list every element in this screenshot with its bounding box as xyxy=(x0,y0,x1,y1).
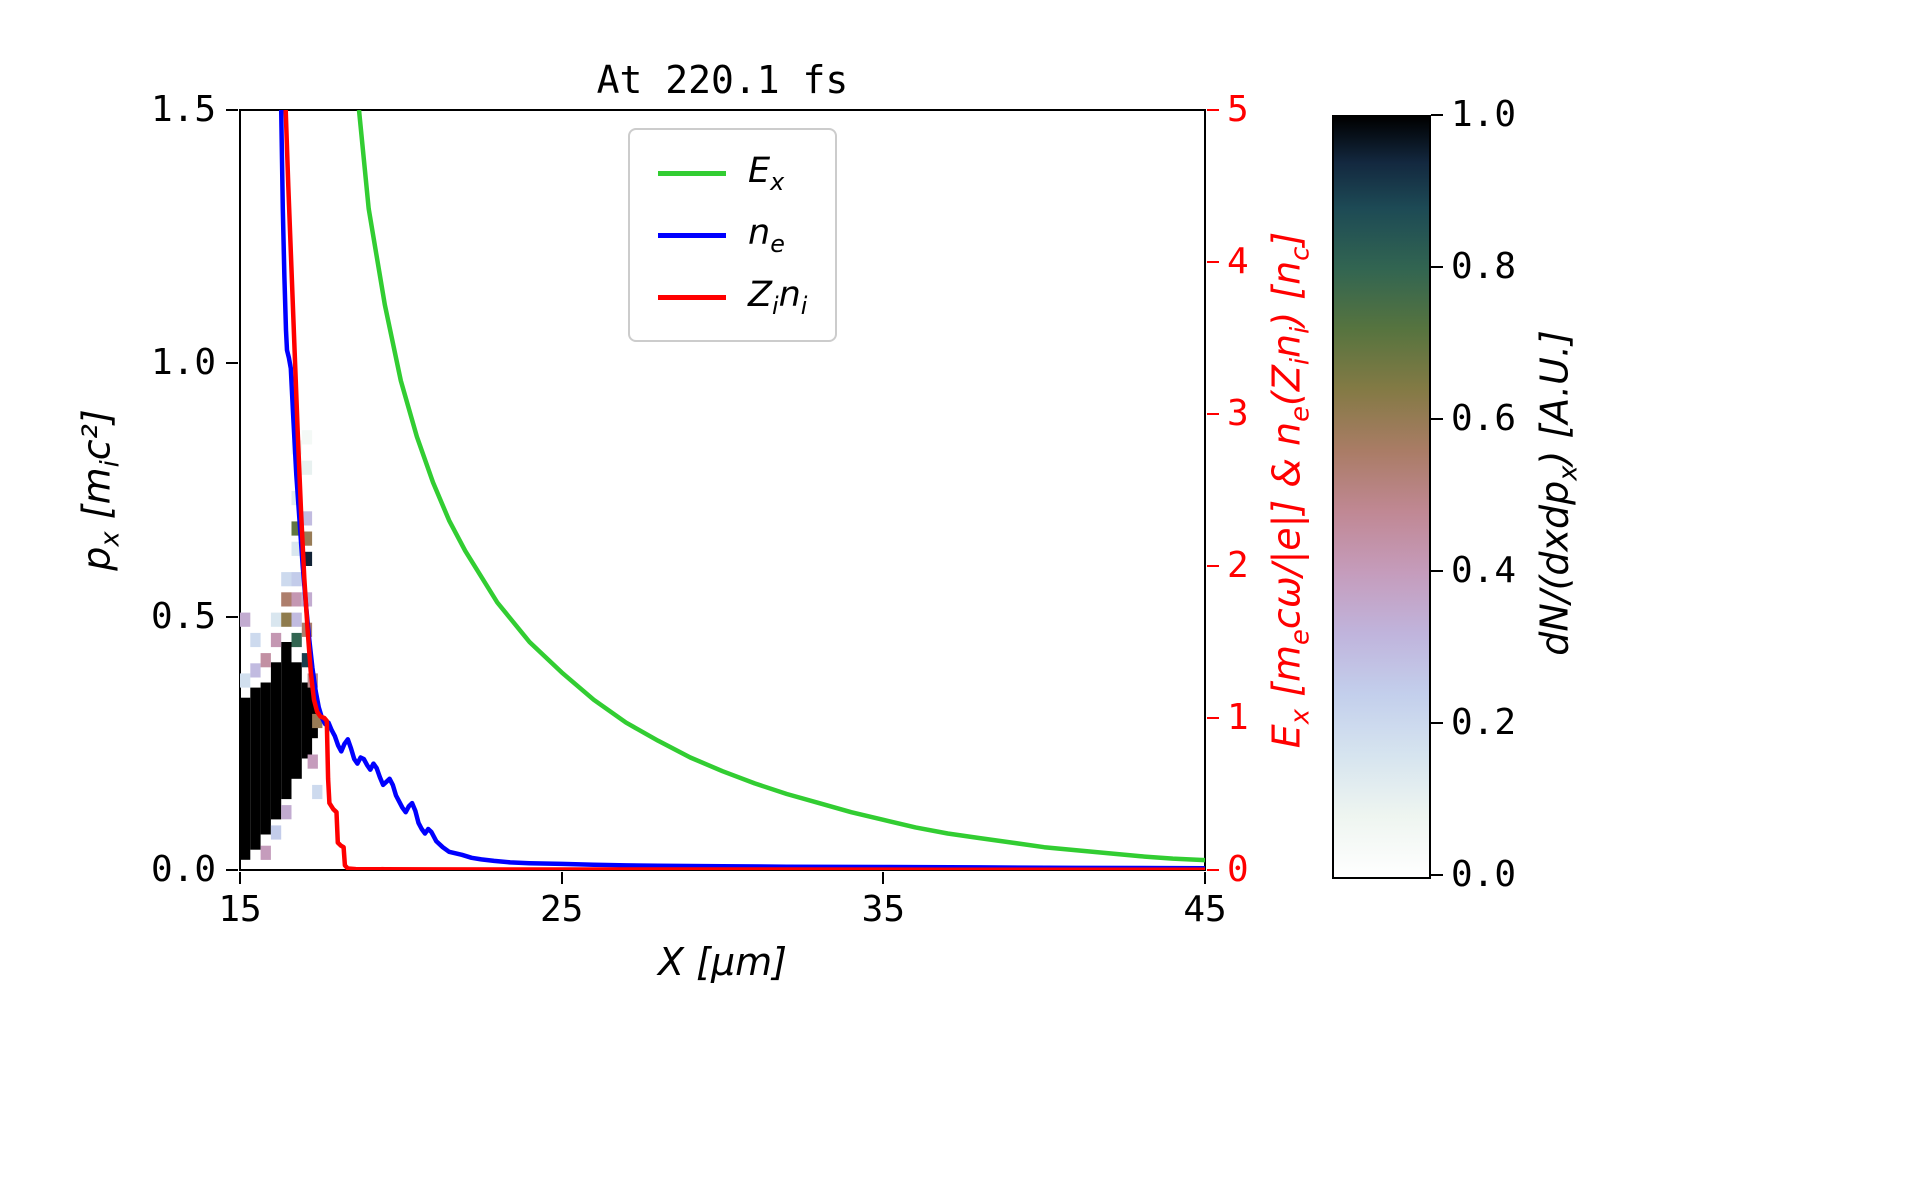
heatmap-cell xyxy=(281,612,292,627)
heatmap-cell xyxy=(301,430,313,445)
heatmap-column xyxy=(250,687,261,850)
y-left-tick-mark xyxy=(226,362,238,365)
colorbar-tick-label: 1.0 xyxy=(1451,94,1517,135)
heatmap-column xyxy=(260,682,271,835)
heatmap-cell xyxy=(260,653,271,668)
y-right-tick-label: 5 xyxy=(1227,89,1249,130)
heatmap-cell xyxy=(307,754,318,769)
x-tick-label: 35 xyxy=(861,889,905,930)
legend-item-zini: Zini xyxy=(658,266,807,328)
series-line-ex xyxy=(356,110,1205,863)
x-tick-mark xyxy=(1204,872,1206,884)
heatmap-cell xyxy=(281,572,292,587)
heatmap-cell xyxy=(270,632,282,648)
legend-label-zini: Zini xyxy=(748,274,808,320)
y-right-tick-label: 4 xyxy=(1227,241,1249,282)
y-right-tick-label: 3 xyxy=(1227,393,1249,434)
series-line-zini xyxy=(283,110,1205,870)
legend: Ex ne Zini xyxy=(628,128,838,342)
x-tick-mark xyxy=(239,872,241,884)
colorbar-tick-mark xyxy=(1431,570,1443,572)
heatmap-column xyxy=(301,682,313,759)
y-right-tick-mark xyxy=(1207,109,1219,111)
heatmap-cell xyxy=(240,612,251,627)
legend-item-ne: ne xyxy=(658,204,807,266)
y-left-tick-label: 1.0 xyxy=(150,342,216,384)
colorbar-tick-label: 0.0 xyxy=(1451,854,1517,895)
y-left-tick-mark xyxy=(226,109,238,111)
heatmap-column xyxy=(240,697,251,860)
heatmap-cell xyxy=(301,460,313,475)
x-tick-label: 45 xyxy=(1183,889,1227,930)
y-right-axis-label: Ex [mecω/|e|] & ne(Zini) [nc] xyxy=(1264,231,1316,749)
legend-label-ne: ne xyxy=(748,212,785,258)
plot-title: At 220.1 fs xyxy=(596,58,849,102)
x-tick-label: 25 xyxy=(539,889,584,930)
colorbar-tick-mark xyxy=(1431,418,1443,420)
plot-area xyxy=(239,109,1206,871)
y-right-tick-label: 2 xyxy=(1227,545,1249,586)
y-right-tick-mark xyxy=(1207,413,1219,415)
y-right-tick-mark xyxy=(1207,565,1219,567)
heatmap-cell xyxy=(301,653,313,668)
heatmap-column xyxy=(281,642,292,800)
legend-swatch-zini xyxy=(658,294,726,300)
heatmap-cell xyxy=(301,511,313,526)
colorbar-tick-label: 0.8 xyxy=(1451,246,1517,287)
heatmap-cell xyxy=(270,612,282,627)
heatmap-cell xyxy=(281,592,292,607)
heatmap-column xyxy=(291,662,302,779)
y-right-tick-label: 0 xyxy=(1227,849,1249,890)
colorbar-label: dN/(dxdpx) [A.U.] xyxy=(1532,330,1584,656)
heatmap-cell xyxy=(291,521,302,536)
heatmap-cell xyxy=(240,673,251,688)
plot-canvas xyxy=(240,110,1205,870)
y-left-tick-label: 0.5 xyxy=(150,595,216,637)
colorbar-tick-mark xyxy=(1431,114,1443,116)
colorbar-gradient xyxy=(1334,117,1429,877)
y-left-tick-label: 0.0 xyxy=(150,849,216,890)
legend-label-ex: Ex xyxy=(748,150,785,196)
y-right-tick-mark xyxy=(1207,717,1219,719)
y-left-tick-mark xyxy=(226,615,238,618)
heatmap-cell xyxy=(260,845,271,860)
heatmap-cell xyxy=(291,612,302,627)
y-right-tick-label: 1 xyxy=(1227,697,1249,738)
heatmap-cell xyxy=(291,572,302,587)
heatmap-cell xyxy=(281,805,292,820)
colorbar-tick-label: 0.2 xyxy=(1451,702,1517,743)
y-right-tick-mark xyxy=(1207,261,1219,263)
heatmap-cell xyxy=(250,663,261,678)
legend-swatch-ex xyxy=(658,170,726,176)
heatmap-cell xyxy=(270,825,282,840)
colorbar-tick-label: 0.6 xyxy=(1451,398,1517,439)
heatmap-cell xyxy=(291,592,302,607)
x-axis-label: X [μm] xyxy=(658,940,787,984)
y-left-tick-mark xyxy=(226,869,238,871)
colorbar-tick-mark xyxy=(1431,874,1443,876)
heatmap-cell xyxy=(301,531,313,546)
legend-swatch-ne xyxy=(658,232,726,238)
x-tick-mark xyxy=(560,872,563,884)
y-right-tick-mark xyxy=(1207,869,1219,871)
heatmap-cell xyxy=(291,632,302,648)
legend-item-ex: Ex xyxy=(658,142,807,204)
heatmap-cell xyxy=(312,784,323,800)
colorbar xyxy=(1332,115,1431,879)
y-left-axis-label: px [mic²] xyxy=(74,409,126,571)
heatmap-cell xyxy=(291,541,302,556)
colorbar-tick-mark xyxy=(1431,266,1443,268)
colorbar-tick-label: 0.4 xyxy=(1451,550,1517,591)
colorbar-tick-mark xyxy=(1431,722,1443,724)
x-tick-label: 15 xyxy=(218,889,262,930)
heatmap-cell xyxy=(250,632,261,648)
y-left-tick-label: 1.5 xyxy=(150,89,216,130)
x-tick-mark xyxy=(882,872,885,884)
heatmap-cell xyxy=(301,551,313,566)
heatmap-cell xyxy=(312,713,323,729)
heatmap-column xyxy=(270,662,282,820)
